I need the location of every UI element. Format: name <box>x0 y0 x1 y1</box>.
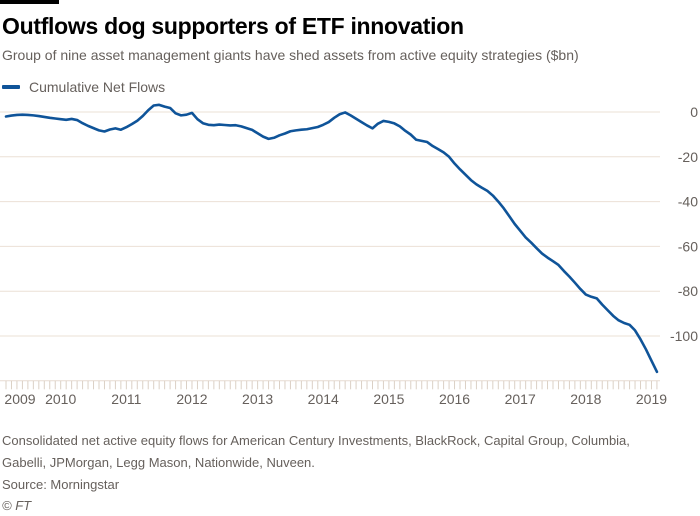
y-tick-label: -40 <box>678 194 698 210</box>
x-tick-label: 2013 <box>242 391 273 407</box>
source-label: Source: Morningstar <box>2 477 120 493</box>
y-tick-label: -60 <box>678 238 698 254</box>
x-tick-label: 2014 <box>308 391 339 407</box>
x-year-labels: 2009 2010 2011 2012 2013 2014 2015 2016 2017 2018… <box>4 391 667 407</box>
x-tick-label: 2010 <box>45 391 76 407</box>
footnote-line-1: Consolidated net active equity flows for… <box>2 433 630 449</box>
y-axis-labels: 0 -20 -40 -60 -80 -100 <box>670 104 698 344</box>
ft-top-bar <box>0 0 59 4</box>
legend: Cumulative Net Flows <box>2 79 700 95</box>
x-tick-label: 2016 <box>439 391 470 407</box>
y-tick-label: -80 <box>678 283 698 299</box>
x-tick-label: 2011 <box>111 391 141 407</box>
y-gridlines <box>0 111 660 337</box>
x-month-ticks <box>5 380 658 390</box>
flow-line <box>4 103 659 374</box>
chart-title: Outflows dog supporters of ETF innovatio… <box>2 13 464 39</box>
x-tick-label: 2019 <box>636 391 667 407</box>
legend-label: Cumulative Net Flows <box>29 79 166 96</box>
y-tick-label: -20 <box>678 149 698 165</box>
x-tick-label: 2012 <box>176 391 207 407</box>
legend-line-swatch <box>2 85 20 90</box>
chart-subtitle: Group of nine asset management giants ha… <box>2 47 579 64</box>
x-tick-label: 2017 <box>505 391 536 407</box>
x-tick-label: 2009 <box>4 391 35 407</box>
y-tick-label: 0 <box>690 104 698 120</box>
ft-copyright: © FT <box>2 498 32 514</box>
chart-footnote: Consolidated net active equity flows for… <box>2 430 700 474</box>
x-tick-label: 2015 <box>373 391 404 407</box>
footnote-line-2: Gabelli, JPMorgan, Legg Mason, Nationwid… <box>2 455 315 471</box>
x-tick-label: 2018 <box>570 391 601 407</box>
y-tick-label: -100 <box>670 328 698 344</box>
cumulative-net-flows-line-chart: 0 -20 -40 -60 -80 -100 2009 2010 2011 2012 2013 201… <box>0 103 698 407</box>
